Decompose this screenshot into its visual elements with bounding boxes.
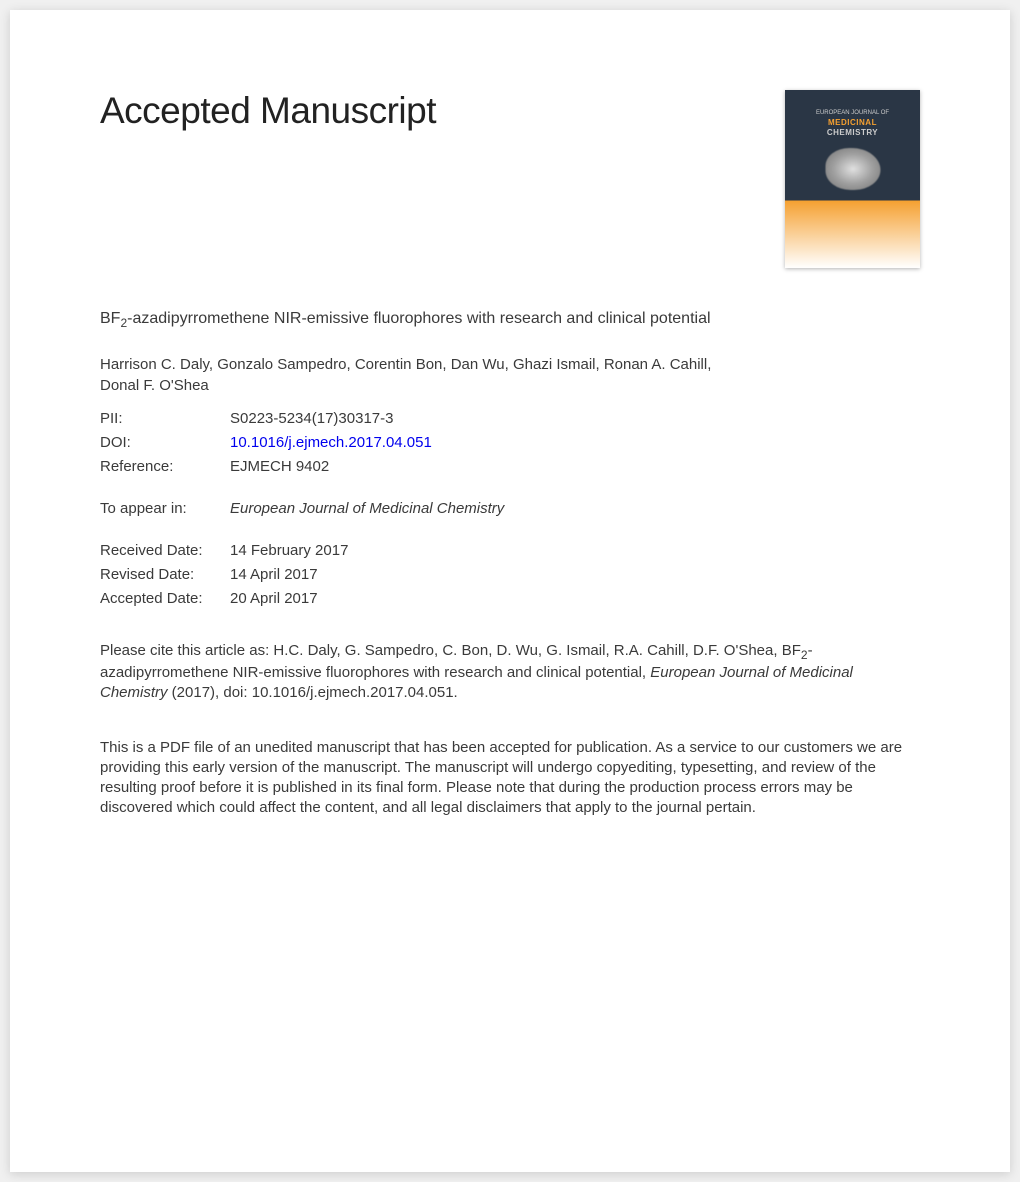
meta-label-appear: To appear in: [100, 500, 230, 517]
meta-row-revised: Revised Date: 14 April 2017 [100, 566, 920, 583]
meta-label-received: Received Date: [100, 542, 230, 559]
meta-row-appear: To appear in: European Journal of Medici… [100, 500, 920, 517]
meta-row-doi: DOI: 10.1016/j.ejmech.2017.04.051 [100, 434, 920, 451]
doi-link[interactable]: 10.1016/j.ejmech.2017.04.051 [230, 434, 432, 451]
journal-cover-line3: CHEMISTRY [793, 128, 912, 138]
citation-tail: (2017), doi: 10.1016/j.ejmech.2017.04.05… [168, 684, 458, 701]
authors-list: Harrison C. Daly, Gonzalo Sampedro, Core… [100, 355, 750, 396]
meta-value-reference: EJMECH 9402 [230, 458, 329, 475]
journal-cover-title: EUROPEAN JOURNAL OF MEDICINAL CHEMISTRY [793, 110, 912, 139]
article-title: BF2-azadipyrromethene NIR-emissive fluor… [100, 308, 740, 331]
title-prefix: BF [100, 310, 120, 327]
meta-row-accepted: Accepted Date: 20 April 2017 [100, 590, 920, 607]
title-suffix: -azadipyrromethene NIR-emissive fluoroph… [127, 310, 710, 327]
meta-row-reference: Reference: EJMECH 9402 [100, 458, 920, 475]
citation-subscript: 2 [801, 648, 808, 662]
meta-label-accepted: Accepted Date: [100, 590, 230, 607]
journal-cover-line1: EUROPEAN JOURNAL OF [793, 110, 912, 118]
manuscript-page: Accepted Manuscript EUROPEAN JOURNAL OF … [10, 10, 1010, 1172]
meta-row-received: Received Date: 14 February 2017 [100, 542, 920, 559]
meta-value-appear: European Journal of Medicinal Chemistry [230, 500, 504, 517]
journal-cover-line2: MEDICINAL [793, 118, 912, 128]
meta-row-pii: PII: S0223-5234(17)30317-3 [100, 410, 920, 427]
meta-label-revised: Revised Date: [100, 566, 230, 583]
molecule-graphic [825, 148, 880, 190]
disclaimer-paragraph: This is a PDF file of an unedited manusc… [100, 738, 920, 819]
meta-value-revised: 14 April 2017 [230, 566, 318, 583]
header-row: Accepted Manuscript EUROPEAN JOURNAL OF … [100, 90, 920, 268]
meta-value-pii: S0223-5234(17)30317-3 [230, 410, 393, 427]
citation-paragraph: Please cite this article as: H.C. Daly, … [100, 641, 920, 704]
page-heading: Accepted Manuscript [100, 90, 436, 132]
journal-cover-thumbnail: EUROPEAN JOURNAL OF MEDICINAL CHEMISTRY [785, 90, 920, 268]
meta-label-pii: PII: [100, 410, 230, 427]
meta-value-accepted: 20 April 2017 [230, 590, 318, 607]
metadata-block: PII: S0223-5234(17)30317-3 DOI: 10.1016/… [100, 410, 920, 607]
meta-value-received: 14 February 2017 [230, 542, 348, 559]
meta-label-doi: DOI: [100, 434, 230, 451]
meta-label-reference: Reference: [100, 458, 230, 475]
citation-lead: Please cite this article as: H.C. Daly, … [100, 642, 801, 659]
